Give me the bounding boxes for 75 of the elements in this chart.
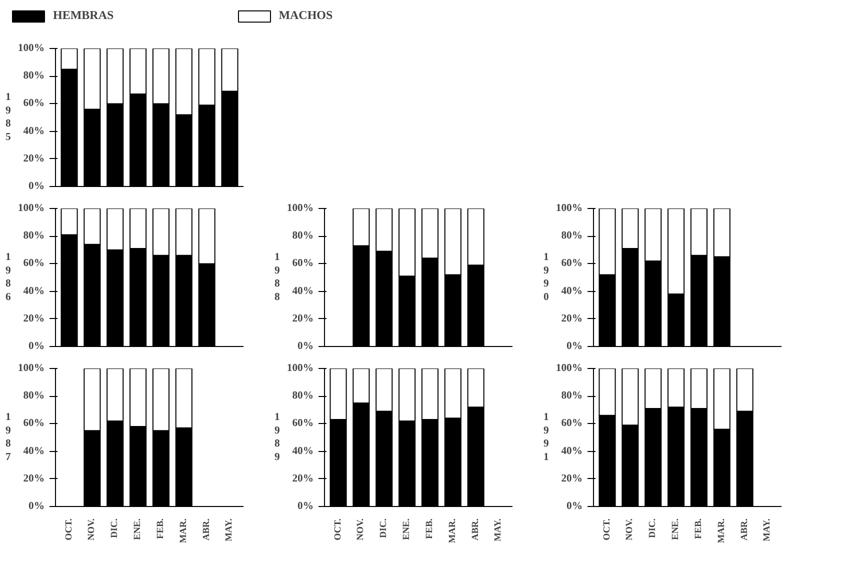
y-axis-title: 1986 (6, 252, 12, 303)
y-tick-label: 80% (561, 230, 582, 242)
y-tick-label: 80% (292, 390, 314, 402)
y-tick-label: 100% (556, 203, 582, 214)
x-tick-label: MAY. (762, 518, 773, 542)
y-tick-label: 40% (561, 446, 582, 457)
y-tick-label: 80% (561, 390, 582, 402)
x-tick-label: MAR. (178, 518, 189, 544)
y-axis-title: 1985 (6, 92, 11, 143)
y-tick-label: 20% (23, 473, 44, 484)
legend-label: MACHOS (278, 8, 333, 23)
y-tick-label: 20% (292, 313, 314, 324)
y-tick-label: 100% (286, 363, 314, 374)
y-tick-label: 40% (292, 446, 314, 457)
y-tick-label: 80% (23, 70, 44, 82)
y-tick-label: 80% (23, 390, 44, 402)
y-tick-label: 100% (556, 363, 582, 374)
y-tick-label: 60% (292, 418, 314, 430)
y-tick-label: 40% (23, 286, 44, 297)
x-tick-label: NOV. (356, 518, 366, 540)
y-axis-title: 1991 (544, 412, 549, 463)
x-tick-label: MAR. (716, 518, 727, 544)
y-tick-label: 20% (292, 473, 314, 484)
y-tick-label: 0% (28, 501, 44, 512)
x-tick-label: NOV. (625, 518, 636, 540)
x-tick-label: DIC. (648, 518, 658, 538)
y-tick-label: 100% (286, 203, 314, 214)
y-tick-label: 0% (28, 181, 44, 192)
y-tick-label: 60% (23, 98, 44, 110)
y-tick-label: 0% (566, 341, 582, 352)
y-tick-label: 60% (23, 418, 44, 430)
y-tick-label: 100% (18, 203, 44, 214)
y-tick-label: 0% (566, 501, 582, 512)
x-tick-label: ABR. (470, 518, 481, 541)
x-tick-label: ENE. (133, 518, 144, 540)
y-tick-label: 20% (23, 313, 44, 324)
y-tick-label: 20% (23, 153, 44, 164)
x-tick-label: NOV. (87, 518, 98, 540)
y-tick-label: 40% (561, 286, 582, 297)
x-tick-label: FEB. (424, 518, 435, 539)
x-tick-label: DIC. (379, 518, 390, 538)
y-tick-label: 100% (18, 43, 44, 54)
x-tick-label: OCT. (602, 518, 612, 540)
x-tick-label: FEB. (694, 518, 704, 539)
y-tick-label: 40% (23, 126, 44, 137)
y-tick-label: 20% (561, 313, 582, 324)
y-axis-title: 1989 (274, 412, 280, 463)
y-axis-title: 1988 (274, 252, 280, 303)
y-tick-label: 0% (28, 341, 44, 352)
y-tick-label: 80% (23, 230, 44, 242)
x-tick-label: MAY. (494, 518, 504, 542)
x-tick-label: ABR. (202, 518, 212, 541)
y-tick-label: 100% (18, 363, 44, 374)
y-axis-title: 1987 (6, 412, 12, 463)
y-tick-label: 0% (298, 341, 314, 352)
x-tick-label: OCT. (333, 518, 344, 540)
y-tick-label: 60% (561, 258, 582, 270)
y-tick-label: 40% (23, 446, 44, 457)
y-tick-label: 60% (292, 258, 314, 270)
legend-label: HEMBRAS (53, 8, 114, 23)
y-tick-label: 60% (561, 418, 582, 430)
x-tick-label: ENE. (402, 518, 412, 540)
y-tick-label: 60% (23, 258, 44, 270)
x-tick-label: OCT. (64, 518, 74, 540)
y-tick-label: 40% (292, 286, 314, 297)
y-tick-label: 80% (292, 230, 314, 242)
x-tick-label: DIC. (110, 518, 120, 538)
y-axis-title: 1990 (544, 252, 549, 303)
y-tick-label: 20% (561, 473, 582, 484)
y-tick-label: 0% (298, 501, 314, 512)
x-tick-label: MAR. (448, 518, 458, 544)
x-tick-label: ABR. (740, 518, 750, 541)
x-tick-label: MAY. (224, 518, 235, 542)
x-tick-label: FEB. (156, 518, 166, 539)
x-tick-label: ENE. (671, 518, 682, 540)
